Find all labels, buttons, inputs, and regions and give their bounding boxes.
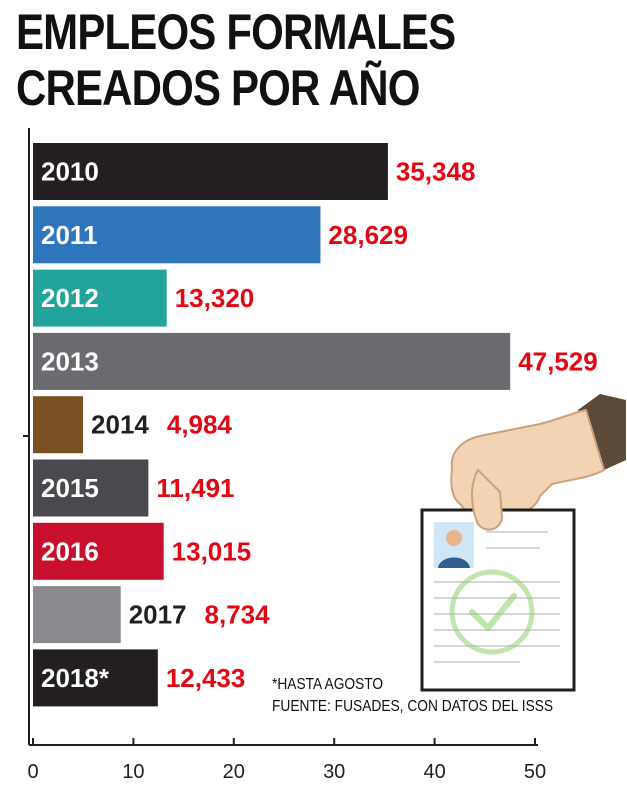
bar-2018 [33,649,158,707]
bar-2015 [33,459,149,517]
chart-title-line-2: CREADOS POR AÑO [16,60,420,116]
category-label: 2011 [41,220,97,250]
bar-2016 [33,522,164,580]
x-tick-label: 0 [27,761,38,783]
value-label: 8,734 [205,600,271,630]
bar-2011 [33,206,321,264]
bar-2014 [33,396,84,454]
value-label: 35,348 [396,157,476,187]
category-label: 2017 [129,600,187,630]
value-label: 13,320 [175,283,255,313]
x-tick-label: 30 [323,761,345,783]
category-label: 2016 [41,536,99,566]
bar-2017 [33,586,121,644]
x-tick-label: 50 [524,761,546,783]
category-label: 2012 [41,283,99,313]
category-label: 2018* [41,663,110,693]
bar-2010 [33,143,388,200]
value-label: 11,491 [156,473,234,503]
x-tick-label: 10 [122,761,144,783]
x-tick-label: 20 [223,761,245,783]
bar-2013 [33,332,511,390]
value-label: 4,984 [167,410,233,440]
value-label: 47,529 [518,346,598,376]
footnote: *HASTA AGOSTO [272,676,384,693]
source-note: FUENTE: FUSADES, CON DATOS DEL ISSS [272,698,554,715]
chart-title: EMPLEOS FORMALES CREADOS POR AÑO [16,4,456,116]
value-label: 12,433 [166,663,246,693]
bar-2012 [33,269,167,327]
category-label: 2013 [41,346,99,376]
value-label: 13,015 [172,536,252,566]
category-label: 2014 [91,410,149,440]
chart-title-line-1: EMPLEOS FORMALES [16,4,456,60]
category-label: 2010 [41,157,99,187]
category-label: 2015 [41,473,99,503]
x-tick-label: 40 [423,761,445,783]
value-label: 28,629 [328,220,408,250]
